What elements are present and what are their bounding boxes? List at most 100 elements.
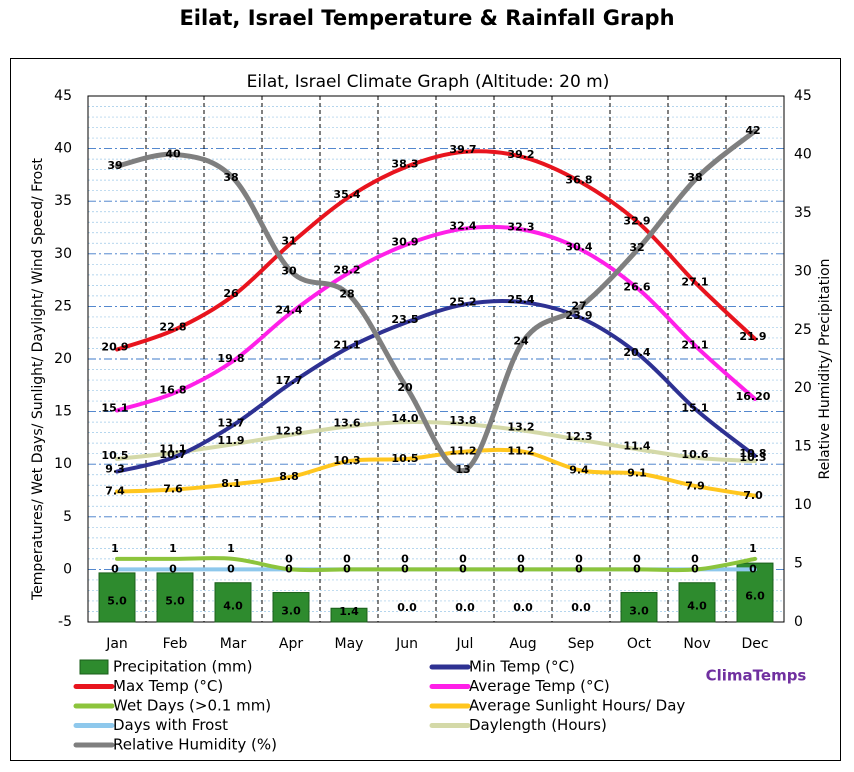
sunlight-data-label: 11.2 (507, 445, 534, 458)
x-tick-label: Jan (105, 636, 128, 652)
precipitation-data-label: 5.0 (107, 594, 127, 607)
max-temp-data-label: 22.8 (159, 321, 186, 334)
daylength-line (115, 420, 757, 464)
humidity-data-label: 30 (281, 264, 297, 277)
precipitation-data-label: 1.4 (339, 605, 359, 618)
min-temp-line (115, 298, 757, 474)
min-temp-data-label: 9.3 (105, 463, 125, 476)
y2-tick-label: 25 (794, 322, 812, 338)
avg-temp-data-label: 30.4 (565, 241, 592, 254)
frost-data-label: 0 (227, 562, 235, 575)
daylength-data-label: 11.4 (623, 439, 650, 452)
precipitation-data-label: 0.0 (513, 601, 533, 614)
min-temp-data-label: 17.7 (275, 374, 302, 387)
min-temp-data-label: 10.8 (739, 447, 766, 460)
y-tick-label: 35 (54, 193, 72, 209)
wet-days-data-label: 1 (169, 542, 177, 555)
wet-days-data-label: 1 (227, 542, 235, 555)
y-tick-label: 15 (54, 404, 72, 420)
precipitation-bar (214, 582, 252, 623)
humidity-data-label: 39 (107, 159, 122, 172)
frost-data-label: 0 (459, 562, 467, 575)
sunlight-data-label: 7.4 (105, 485, 125, 498)
avg-temp-data-label: 19.8 (217, 352, 244, 365)
daylength-data-label: 11.1 (159, 443, 186, 456)
daylength-data-label: 12.3 (565, 430, 592, 443)
legend-label: Days with Frost (113, 716, 228, 734)
daylength-data-label: 13.2 (507, 421, 534, 434)
y2-tick-label: 20 (794, 380, 812, 396)
avg-temp-data-label: 26.6 (623, 281, 650, 294)
precipitation-bar (330, 607, 368, 623)
humidity-data-label: 38 (223, 171, 238, 184)
y2-tick-label: 0 (794, 614, 803, 630)
precipitation-data-label: 6.0 (745, 590, 765, 603)
humidity-data-label: 24 (513, 334, 529, 347)
min-temp-data-label: 13.7 (217, 416, 244, 429)
wet-days-data-label: 1 (111, 542, 119, 555)
humidity-data-label: 20 (397, 381, 413, 394)
avg-temp-data-label: 32.3 (507, 221, 534, 234)
legend-label: Daylength (Hours) (469, 716, 607, 734)
max-temp-data-label: 20.9 (101, 341, 128, 354)
min-temp-data-label: 23.5 (391, 313, 418, 326)
wet-days-data-label: 0 (575, 552, 583, 565)
min-temp-data-label: 15.1 (681, 402, 708, 415)
wet-days-data-label: 0 (633, 552, 641, 565)
sunlight-data-label: 7.0 (743, 489, 763, 502)
daylength-data-label: 13.6 (333, 416, 360, 429)
y-tick-label: -5 (58, 614, 72, 630)
y2-tick-label: 35 (794, 205, 812, 221)
precipitation-bar (620, 592, 658, 623)
legend-swatch-precipitation (79, 659, 109, 675)
sunlight-data-label: 8.1 (221, 477, 241, 490)
avg-temp-data-label: 24.4 (275, 304, 302, 317)
max-temp-data-label: 36.8 (565, 173, 592, 186)
precipitation-data-label: 0.0 (397, 601, 417, 614)
max-temp-data-label: 39.2 (507, 148, 534, 161)
y2-tick-label: 15 (794, 439, 812, 455)
avg-temp-data-label: 28.2 (333, 264, 360, 277)
y2-tick-label: 5 (794, 556, 803, 572)
sunlight-data-label: 7.6 (163, 482, 183, 495)
precipitation-bar (98, 572, 136, 623)
sunlight-line (115, 447, 757, 498)
min-temp-data-label: 23.9 (565, 309, 592, 322)
min-temp-data-label: 25.2 (449, 295, 476, 308)
y-tick-label: 5 (63, 509, 72, 525)
humidity-data-label: 40 (165, 147, 181, 160)
min-temp-data-label: 21.1 (333, 338, 360, 351)
precipitation-data-label: 4.0 (223, 599, 243, 612)
daylength-data-label: 10.3 (739, 451, 766, 464)
humidity-line (114, 128, 758, 474)
frost-data-label: 0 (401, 562, 409, 575)
y-axis-title: Temperatures/ Wet Days/ Sunlight/ Daylig… (30, 157, 46, 601)
x-tick-label: Apr (279, 636, 303, 652)
frost-data-label: 0 (517, 562, 525, 575)
y-tick-label: 20 (54, 351, 72, 367)
x-tick-label: Nov (683, 636, 710, 652)
y2-axis-title: Relative Humidity/ Precipitation (817, 258, 833, 479)
precipitation-data-label: 0.0 (455, 601, 475, 614)
sunlight-data-label: 11.2 (449, 445, 476, 458)
avg-temp-data-label: 32.4 (449, 220, 476, 233)
y2-tick-label: 40 (794, 146, 812, 162)
frost-data-label: 0 (575, 562, 583, 575)
y2-tick-label: 30 (794, 263, 812, 279)
y-tick-label: 10 (54, 456, 72, 472)
sunlight-data-label: 10.3 (333, 454, 360, 467)
sunlight-data-label: 7.9 (685, 479, 705, 492)
climatemps-watermark: ClimaTemps (706, 667, 807, 685)
avg-temp-data-label: 15.1 (101, 402, 128, 415)
legend-label: Average Sunlight Hours/ Day (469, 697, 685, 715)
frost-data-label: 0 (749, 562, 757, 575)
x-tick-label: Aug (509, 636, 536, 652)
wet-days-data-label: 0 (459, 552, 467, 565)
x-tick-label: May (335, 636, 364, 652)
avg-temp-data-label: 21.1 (681, 338, 708, 351)
daylength-data-label: 11.9 (217, 434, 244, 447)
page-title: Eilat, Israel Temperature & Rainfall Gra… (179, 6, 675, 30)
frost-data-label: 0 (285, 562, 293, 575)
max-temp-line (115, 149, 757, 352)
